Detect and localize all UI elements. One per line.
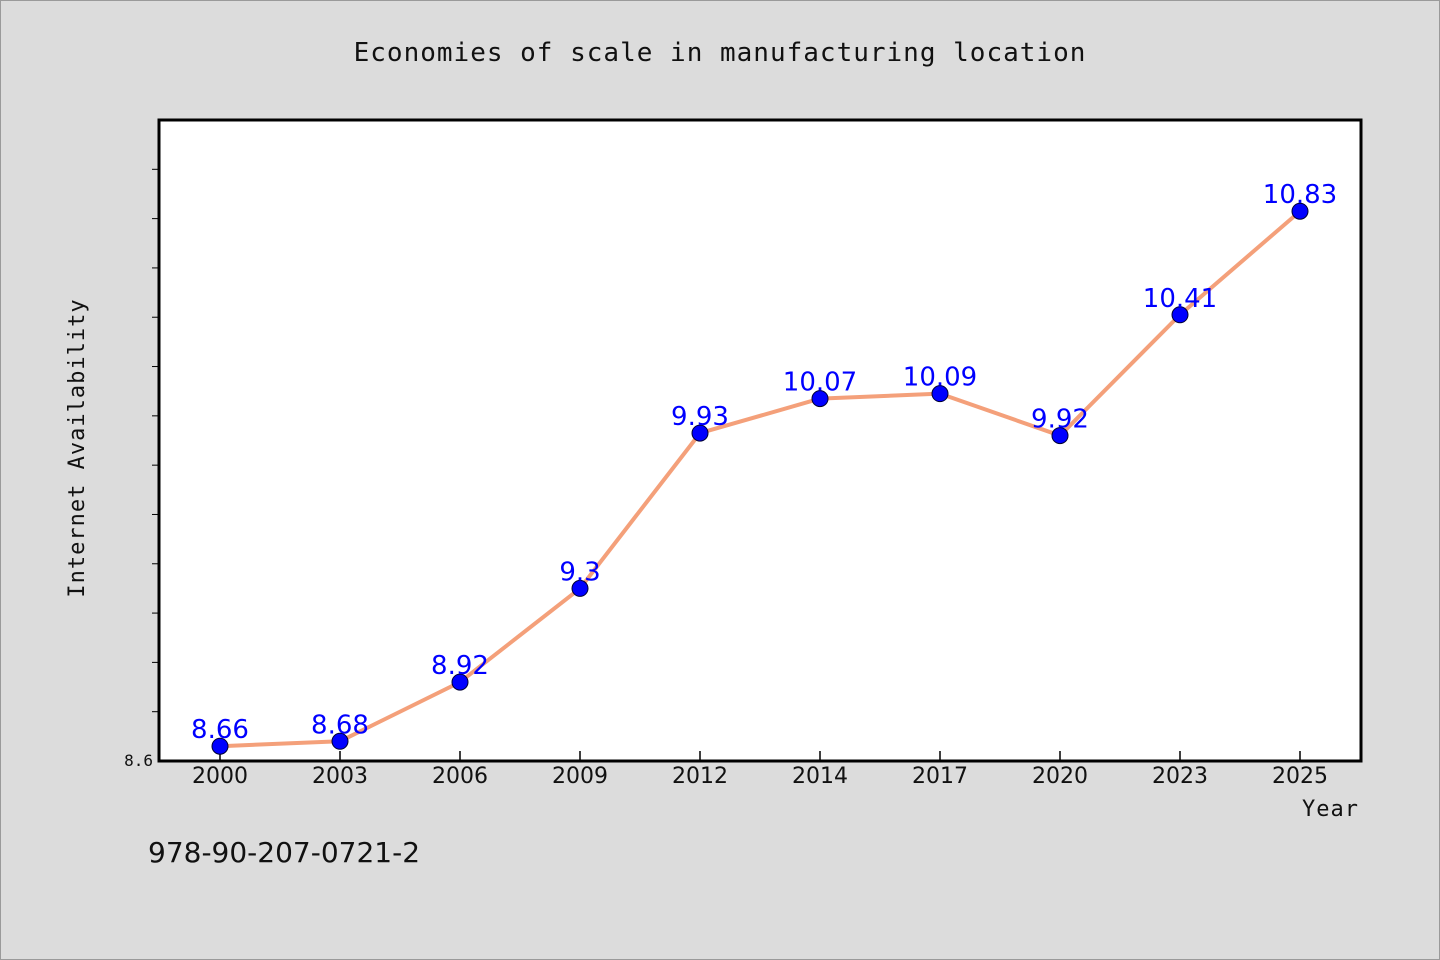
- x-tick-label: 2012: [672, 764, 728, 789]
- data-label: 8.66: [191, 715, 249, 745]
- x-axis-ticks: [219, 751, 1301, 761]
- y-axis-ticks: [152, 168, 159, 713]
- x-tick-label: 2014: [792, 764, 848, 789]
- data-label: 10.83: [1263, 180, 1337, 210]
- data-label: 8.68: [311, 710, 369, 740]
- y-axis-label: Internet Availability: [65, 298, 90, 597]
- x-tick-label: 2017: [912, 764, 968, 789]
- x-tick-label: 2009: [552, 764, 608, 789]
- data-label: 10.41: [1143, 284, 1217, 314]
- data-point: [571, 579, 589, 597]
- data-label: 9.3: [559, 557, 600, 587]
- chart-title: Economies of scale in manufacturing loca…: [354, 38, 1087, 68]
- data-label: 9.93: [671, 402, 729, 432]
- data-point: [691, 424, 709, 442]
- x-tick-label: 2025: [1272, 764, 1328, 789]
- data-label: 10.07: [783, 368, 857, 398]
- y-tick-label: 8.6: [124, 751, 153, 770]
- x-tick-label: 2003: [312, 764, 368, 789]
- data-point: [1291, 202, 1309, 220]
- data-label: 9.92: [1031, 405, 1089, 435]
- x-tick-label: 2006: [432, 764, 488, 789]
- data-labels: 8.66 8.68 8.92 9.3 9.93 10.07 10.09 9.92 10.41 10…: [191, 180, 1337, 745]
- series-markers: [211, 202, 1309, 755]
- data-point: [211, 737, 229, 755]
- data-point: [811, 390, 829, 408]
- data-point: [451, 673, 469, 691]
- data-point: [1051, 427, 1069, 445]
- data-point: [931, 385, 949, 403]
- data-point: [1171, 306, 1189, 324]
- data-label: 8.92: [431, 651, 489, 681]
- series-line: [219, 209, 1302, 749]
- footer-code: 978-90-207-0721-2: [148, 836, 420, 869]
- x-tick-label: 2020: [1032, 764, 1088, 789]
- x-axis-tick-labels: 2000 2003 2006 2009 2012 2014 2017 2020 2023 2025: [192, 764, 1328, 789]
- data-point: [331, 732, 349, 750]
- x-tick-label: 2023: [1152, 764, 1208, 789]
- x-tick-label: 2000: [192, 764, 248, 789]
- x-axis-label: Year: [1302, 797, 1359, 822]
- plot-area: [157, 118, 1363, 763]
- data-label: 10.09: [903, 363, 977, 393]
